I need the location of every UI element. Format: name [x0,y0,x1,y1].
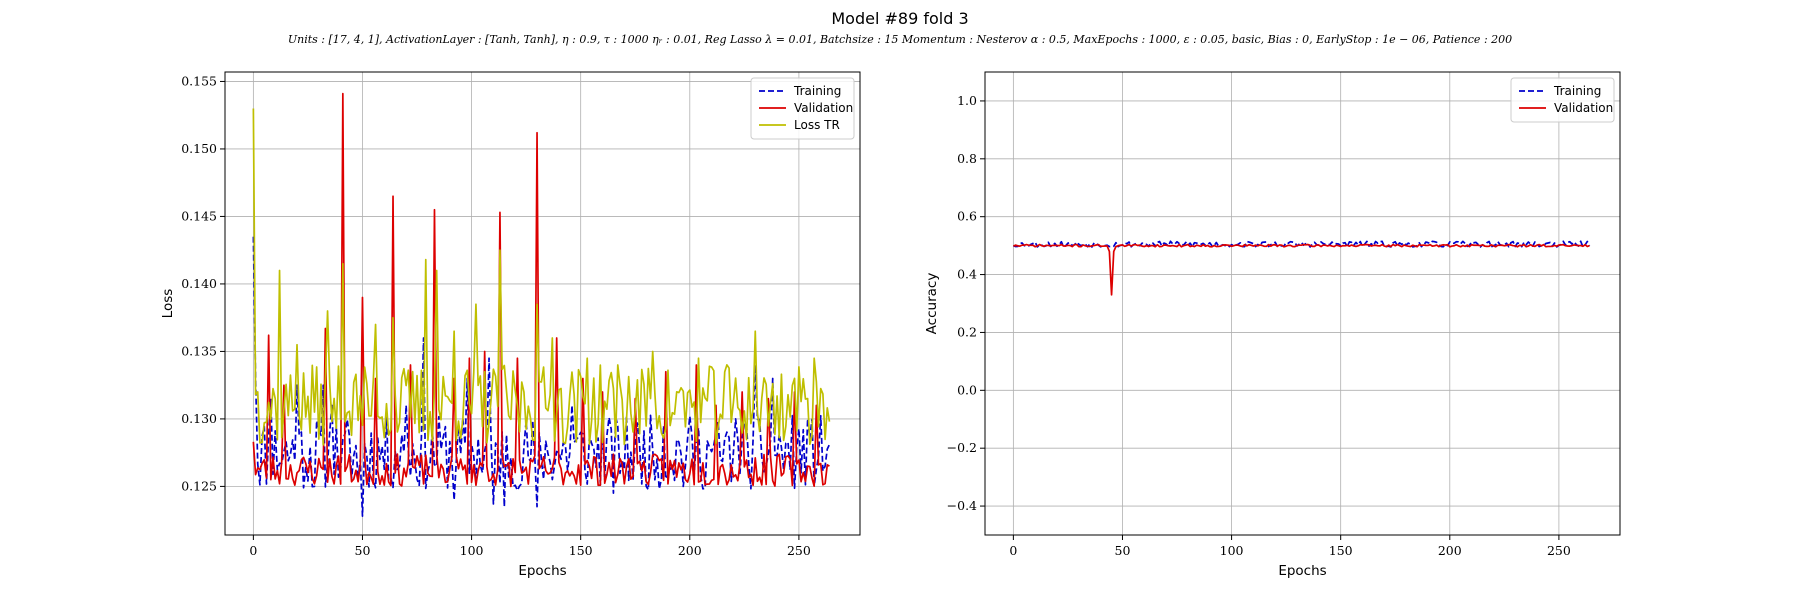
series-line-loss-tr [252,108,831,446]
x-axis-label: Epochs [1278,563,1326,579]
legend-label: Validation [794,101,853,115]
y-tick-label: 0.130 [181,411,217,426]
x-tick-label: 50 [355,543,371,558]
y-tick-label: 0.4 [957,267,977,282]
y-tick-label: 0.6 [957,209,977,224]
legend-box [1510,77,1615,123]
legend-label: Training [1553,84,1601,98]
y-axis-label: Accuracy [924,273,940,335]
x-tick-label: 100 [1220,543,1244,558]
y-tick-label: 0.150 [181,141,217,156]
legend: Training Validation Loss TR [750,77,855,140]
figure-subtitle: Units : [17, 4, 1], ActivationLayer : [T… [288,33,1512,46]
y-axis-label: Loss [160,289,176,319]
y-tick-label: 0.155 [181,73,217,88]
accuracy-panel: 0 50 100 150 200 250 −0.4 −0.2 0.0 0.2 0.4 0.6 0.8 1.… [924,71,1621,579]
x-tick-label: 250 [787,543,811,558]
y-tick-label: 0.8 [957,151,977,166]
series-line-validation [252,92,830,488]
legend-label: Validation [1554,101,1613,115]
y-tick-label: 0.145 [181,208,217,223]
x-tick-label: 150 [1329,543,1353,558]
y-tick-label: 0.0 [957,382,977,397]
loss-panel: 0 50 100 150 200 250 0.125 0.130 0.135 0.140 0.145… [160,71,861,579]
series-line-training [252,236,831,517]
x-tick-label: 200 [1438,543,1462,558]
x-tick-label: 150 [569,543,593,558]
x-tick-label: 0 [249,543,257,558]
x-axis-label: Epochs [518,563,566,579]
legend-label: Loss TR [794,118,840,132]
plot-frame [984,71,1621,536]
y-tick-label: 1.0 [957,93,977,108]
plot-frame [224,71,861,536]
y-tick-label: 0.2 [957,324,977,339]
x-tick-label: 100 [460,543,484,558]
legend: Training Validation [1510,77,1615,123]
x-tick-label: 50 [1115,543,1131,558]
y-tick-label: 0.140 [181,276,217,291]
y-tick-label: −0.2 [947,440,977,455]
legend-box [750,77,855,140]
x-tick-label: 250 [1547,543,1571,558]
y-tick-label: −0.4 [947,498,977,513]
figure-title: Model #89 fold 3 [831,9,968,28]
legend-label: Training [793,84,841,98]
x-tick-label: 0 [1009,543,1017,558]
y-tick-label: 0.135 [181,343,217,358]
series-line-validation [1013,243,1590,296]
y-tick-label: 0.125 [181,478,217,493]
x-tick-label: 200 [678,543,702,558]
